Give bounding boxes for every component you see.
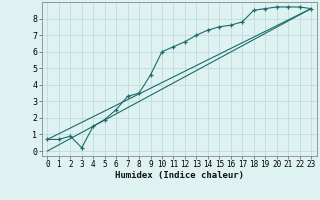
- X-axis label: Humidex (Indice chaleur): Humidex (Indice chaleur): [115, 171, 244, 180]
